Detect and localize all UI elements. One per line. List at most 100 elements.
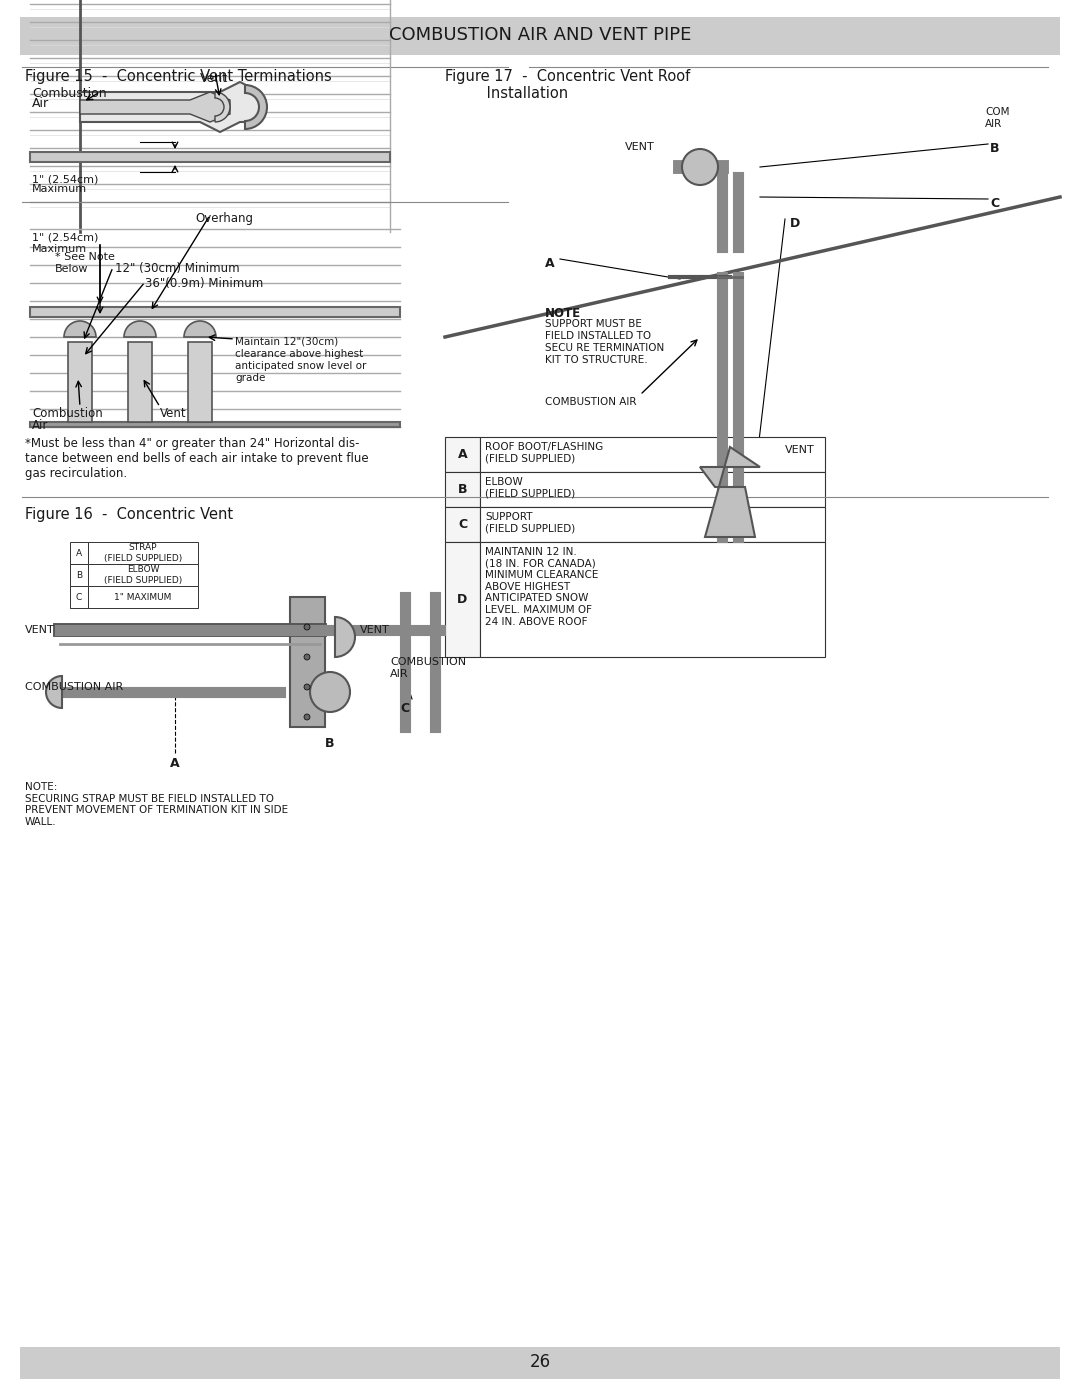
Wedge shape (215, 92, 230, 122)
Circle shape (303, 714, 310, 719)
Polygon shape (80, 92, 230, 122)
Wedge shape (335, 617, 355, 657)
Text: A: A (545, 257, 555, 270)
Bar (87, 564, 198, 585)
Text: Combustion: Combustion (32, 87, 107, 101)
Text: AIR: AIR (390, 669, 408, 679)
Text: C: C (458, 518, 467, 531)
Circle shape (303, 654, 310, 659)
Circle shape (303, 624, 310, 630)
Text: anticipated snow level or: anticipated snow level or (235, 360, 366, 372)
Text: D: D (457, 592, 468, 606)
Polygon shape (700, 447, 760, 536)
Text: C: C (400, 703, 409, 715)
Text: B: B (325, 738, 335, 750)
Text: Overhang: Overhang (195, 212, 253, 225)
Bar (87, 585, 198, 608)
Text: B: B (990, 142, 999, 155)
Bar (480, 542, 825, 657)
Bar (480, 437, 825, 472)
Text: NOTE: NOTE (545, 307, 581, 320)
Text: COMBUSTION AIR AND VENT PIPE: COMBUSTION AIR AND VENT PIPE (389, 27, 691, 43)
Text: Figure 15  -  Concentric Vent Terminations: Figure 15 - Concentric Vent Terminations (25, 68, 332, 84)
Text: A: A (458, 448, 468, 461)
Text: Maximum: Maximum (32, 184, 87, 194)
Wedge shape (64, 321, 96, 337)
Bar (480, 507, 825, 542)
Text: ELBOW
(FIELD SUPPLIED): ELBOW (FIELD SUPPLIED) (104, 566, 183, 585)
Text: MAINTANIN 12 IN.
(18 IN. FOR CANADA)
MINIMUM CLEARANCE
ABOVE HIGHEST
ANTICIPATED: MAINTANIN 12 IN. (18 IN. FOR CANADA) MIN… (485, 548, 598, 627)
Text: 1" MAXIMUM: 1" MAXIMUM (114, 592, 172, 602)
Polygon shape (129, 342, 152, 422)
Text: ELBOW
(FIELD SUPPLIED): ELBOW (FIELD SUPPLIED) (485, 476, 576, 499)
Text: Vent: Vent (160, 407, 187, 420)
Bar (21, 17, 1059, 54)
Text: VENT: VENT (625, 142, 654, 152)
Text: Air: Air (32, 419, 49, 432)
Wedge shape (124, 321, 156, 337)
Text: FIELD INSTALLED TO: FIELD INSTALLED TO (545, 331, 651, 341)
Text: STRAP
(FIELD SUPPLIED): STRAP (FIELD SUPPLIED) (104, 543, 183, 563)
Polygon shape (80, 82, 260, 131)
Wedge shape (184, 321, 216, 337)
Text: clearance above highest: clearance above highest (235, 349, 363, 359)
Text: COMBUSTION: COMBUSTION (390, 657, 467, 666)
Text: Maximum: Maximum (32, 244, 87, 254)
Bar (445, 472, 480, 507)
Text: COMBUSTION AIR: COMBUSTION AIR (545, 397, 636, 407)
Text: VENT: VENT (25, 624, 55, 636)
Text: COMBUSTION AIR: COMBUSTION AIR (25, 682, 123, 692)
Text: *Must be less than 4" or greater than 24" Horizontal dis-
tance between end bell: *Must be less than 4" or greater than 24… (25, 437, 368, 481)
Text: Air: Air (32, 96, 49, 110)
Bar (70, 585, 87, 608)
Text: A: A (170, 757, 179, 770)
Text: C: C (76, 592, 82, 602)
Text: Figure 16  -  Concentric Vent: Figure 16 - Concentric Vent (25, 507, 233, 522)
Text: grade: grade (235, 373, 266, 383)
Bar (445, 507, 480, 542)
Wedge shape (245, 85, 267, 129)
Polygon shape (291, 597, 325, 726)
Text: 36"(0.9m) Minimum: 36"(0.9m) Minimum (145, 277, 264, 291)
Text: VENT: VENT (785, 446, 814, 455)
Polygon shape (188, 342, 212, 422)
Text: Figure 17  -  Concentric Vent Roof
         Installation: Figure 17 - Concentric Vent Roof Install… (445, 68, 690, 102)
Text: 1" (2.54cm): 1" (2.54cm) (32, 232, 98, 242)
Text: AIR: AIR (985, 119, 1002, 129)
Text: NOTE:
SECURING STRAP MUST BE FIELD INSTALLED TO
PREVENT MOVEMENT OF TERMINATION : NOTE: SECURING STRAP MUST BE FIELD INSTA… (25, 782, 288, 827)
Bar (445, 437, 480, 472)
Bar (87, 542, 198, 564)
Text: Combustion: Combustion (32, 407, 103, 420)
Text: COM: COM (985, 108, 1010, 117)
Text: VENT: VENT (360, 624, 390, 636)
Text: Maintain 12"(30cm): Maintain 12"(30cm) (235, 337, 338, 346)
Polygon shape (30, 422, 400, 427)
Text: A: A (76, 549, 82, 557)
Text: SECU RE TERMINATION: SECU RE TERMINATION (545, 344, 664, 353)
Text: SUPPORT MUST BE: SUPPORT MUST BE (545, 319, 642, 330)
Text: SUPPORT
(FIELD SUPPLIED): SUPPORT (FIELD SUPPLIED) (485, 511, 576, 534)
Wedge shape (46, 676, 62, 708)
Text: B: B (458, 483, 468, 496)
Text: Below: Below (55, 264, 89, 274)
Bar (70, 564, 87, 585)
Text: C: C (990, 197, 999, 210)
Text: D: D (789, 217, 800, 231)
Text: KIT TO STRUCTURE.: KIT TO STRUCTURE. (545, 355, 648, 365)
Text: 1" (2.54cm): 1" (2.54cm) (32, 175, 98, 184)
Bar (480, 472, 825, 507)
Bar (21, 1347, 1059, 1379)
Text: 12" (30cm) Minimum: 12" (30cm) Minimum (114, 263, 240, 275)
Text: * See Note: * See Note (55, 251, 114, 263)
Text: 26: 26 (529, 1354, 551, 1370)
Circle shape (681, 149, 718, 184)
Circle shape (310, 672, 350, 712)
Polygon shape (68, 342, 92, 422)
Bar (445, 542, 480, 657)
Circle shape (303, 685, 310, 690)
Polygon shape (30, 307, 400, 317)
Polygon shape (30, 152, 390, 162)
Text: ROOF BOOT/FLASHING
(FIELD SUPPLIED): ROOF BOOT/FLASHING (FIELD SUPPLIED) (485, 441, 604, 464)
Text: B: B (76, 570, 82, 580)
Bar (70, 542, 87, 564)
